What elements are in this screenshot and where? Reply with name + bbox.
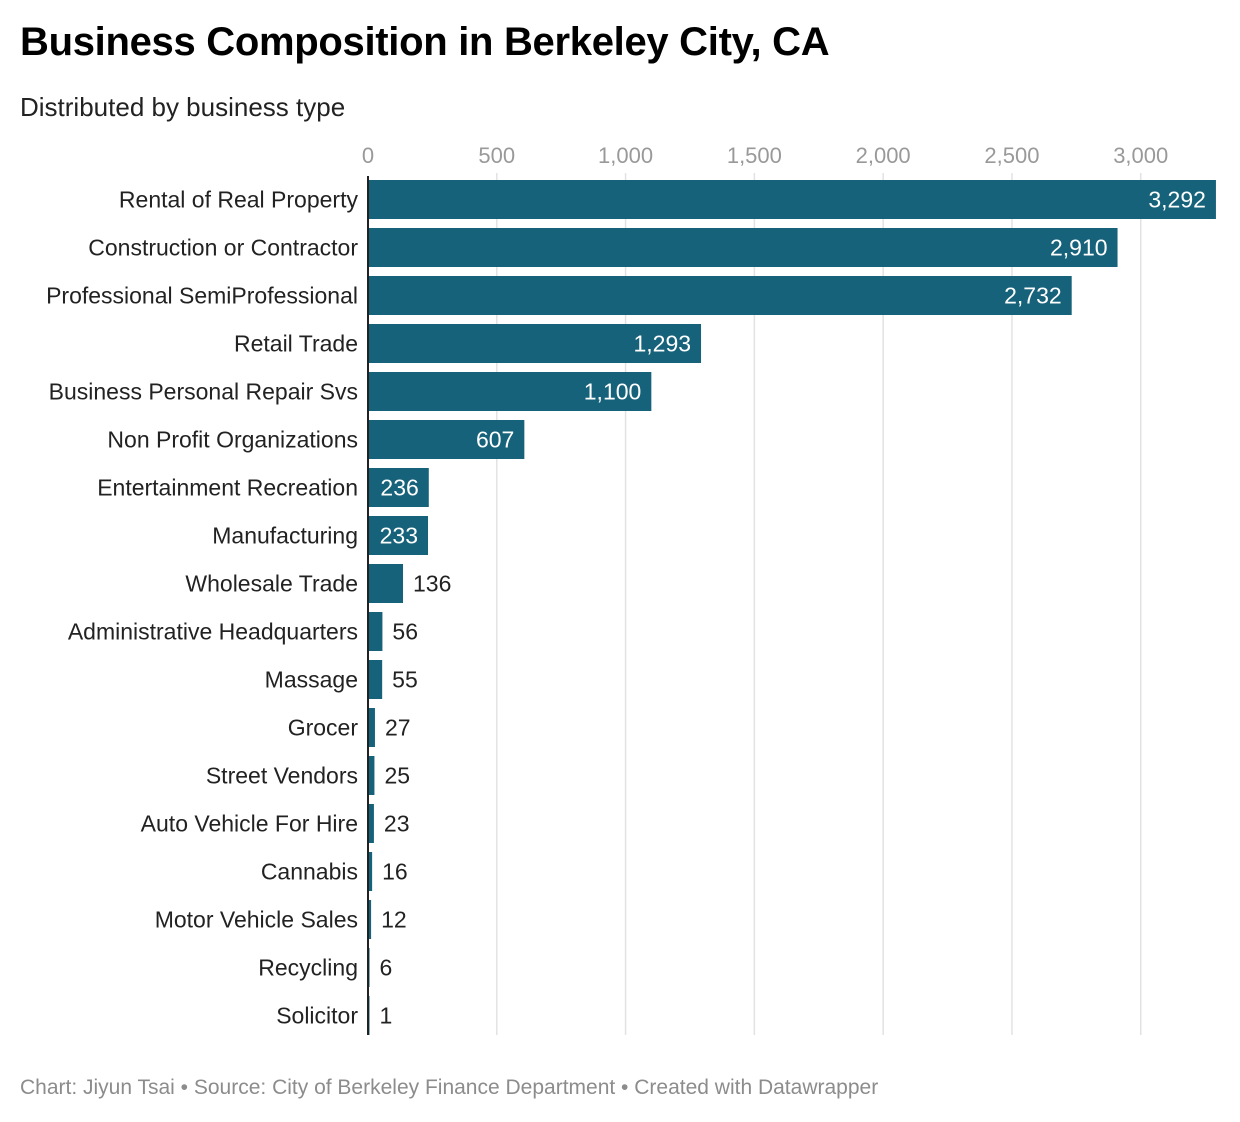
category-label: Grocer — [288, 715, 359, 741]
category-label: Street Vendors — [206, 763, 358, 789]
x-axis-ticks: 0 500 1,000 1,500 2,000 2,500 3,000 — [362, 143, 1168, 168]
value-label: 236 — [380, 475, 418, 501]
bar — [368, 180, 1216, 219]
bar — [368, 612, 383, 651]
x-tick-label: 2,000 — [856, 143, 911, 168]
x-tick-label: 2,500 — [984, 143, 1039, 168]
value-label: 136 — [413, 571, 451, 597]
category-label: Manufacturing — [212, 523, 358, 549]
category-label: Solicitor — [276, 1003, 358, 1029]
value-label: 27 — [385, 715, 411, 741]
category-label: Construction or Contractor — [88, 235, 358, 261]
value-label: 16 — [382, 859, 408, 885]
value-label: 1,100 — [584, 379, 642, 405]
bar — [368, 900, 372, 939]
value-label: 1,293 — [633, 331, 691, 357]
value-label: 25 — [384, 763, 410, 789]
x-tick-label: 3,000 — [1113, 143, 1168, 168]
value-label: 2,910 — [1050, 235, 1108, 261]
category-label: Administrative Headquarters — [68, 619, 358, 645]
bar — [368, 852, 373, 891]
value-label: 607 — [476, 427, 514, 453]
grid-lines — [496, 173, 1142, 1035]
bar-chart: 0 500 1,000 1,500 2,000 2,500 3,000 Rental of … — [46, 143, 1216, 1035]
category-label: Recycling — [258, 955, 358, 981]
bar — [368, 468, 429, 507]
bar — [368, 804, 374, 843]
category-label: Rental of Real Property — [119, 187, 359, 213]
value-label: 55 — [392, 667, 418, 693]
bar — [368, 420, 525, 459]
x-tick-label: 500 — [478, 143, 515, 168]
category-label: Wholesale Trade — [185, 571, 358, 597]
bar — [368, 372, 652, 411]
x-tick-label: 1,500 — [727, 143, 782, 168]
bar — [368, 228, 1118, 267]
bar — [368, 564, 404, 603]
category-label: Business Personal Repair Svs — [49, 379, 358, 405]
category-label: Retail Trade — [234, 331, 358, 357]
category-label: Cannabis — [261, 859, 358, 885]
x-tick-label: 1,000 — [598, 143, 653, 168]
value-label: 233 — [380, 523, 418, 549]
value-label: 23 — [384, 811, 410, 837]
value-labels: 3,2922,9102,7321,2931,100607236233136565… — [380, 187, 1206, 1029]
bar — [368, 708, 375, 747]
category-label: Massage — [265, 667, 358, 693]
value-label: 56 — [392, 619, 418, 645]
bar — [368, 756, 375, 795]
value-label: 6 — [380, 955, 393, 981]
category-label: Auto Vehicle For Hire — [141, 811, 358, 837]
category-label: Non Profit Organizations — [107, 427, 358, 453]
value-label: 3,292 — [1148, 187, 1206, 213]
value-label: 1 — [380, 1003, 393, 1029]
category-labels: Rental of Real Property Construction or C… — [46, 187, 358, 1029]
chart-subtitle: Distributed by business type — [20, 92, 346, 122]
bar — [368, 516, 429, 555]
value-label: 12 — [381, 907, 407, 933]
bars — [368, 180, 1216, 1035]
bar — [368, 276, 1072, 315]
category-label: Motor Vehicle Sales — [155, 907, 358, 933]
category-label: Professional SemiProfessional — [46, 283, 358, 309]
value-label: 2,732 — [1004, 283, 1062, 309]
category-label: Entertainment Recreation — [97, 475, 358, 501]
chart-footer: Chart: Jiyun Tsai • Source: City of Berk… — [20, 1076, 879, 1099]
chart-title: Business Composition in Berkeley City, C… — [20, 20, 830, 64]
bar — [368, 660, 383, 699]
x-tick-label: 0 — [362, 143, 374, 168]
bar — [368, 324, 702, 363]
